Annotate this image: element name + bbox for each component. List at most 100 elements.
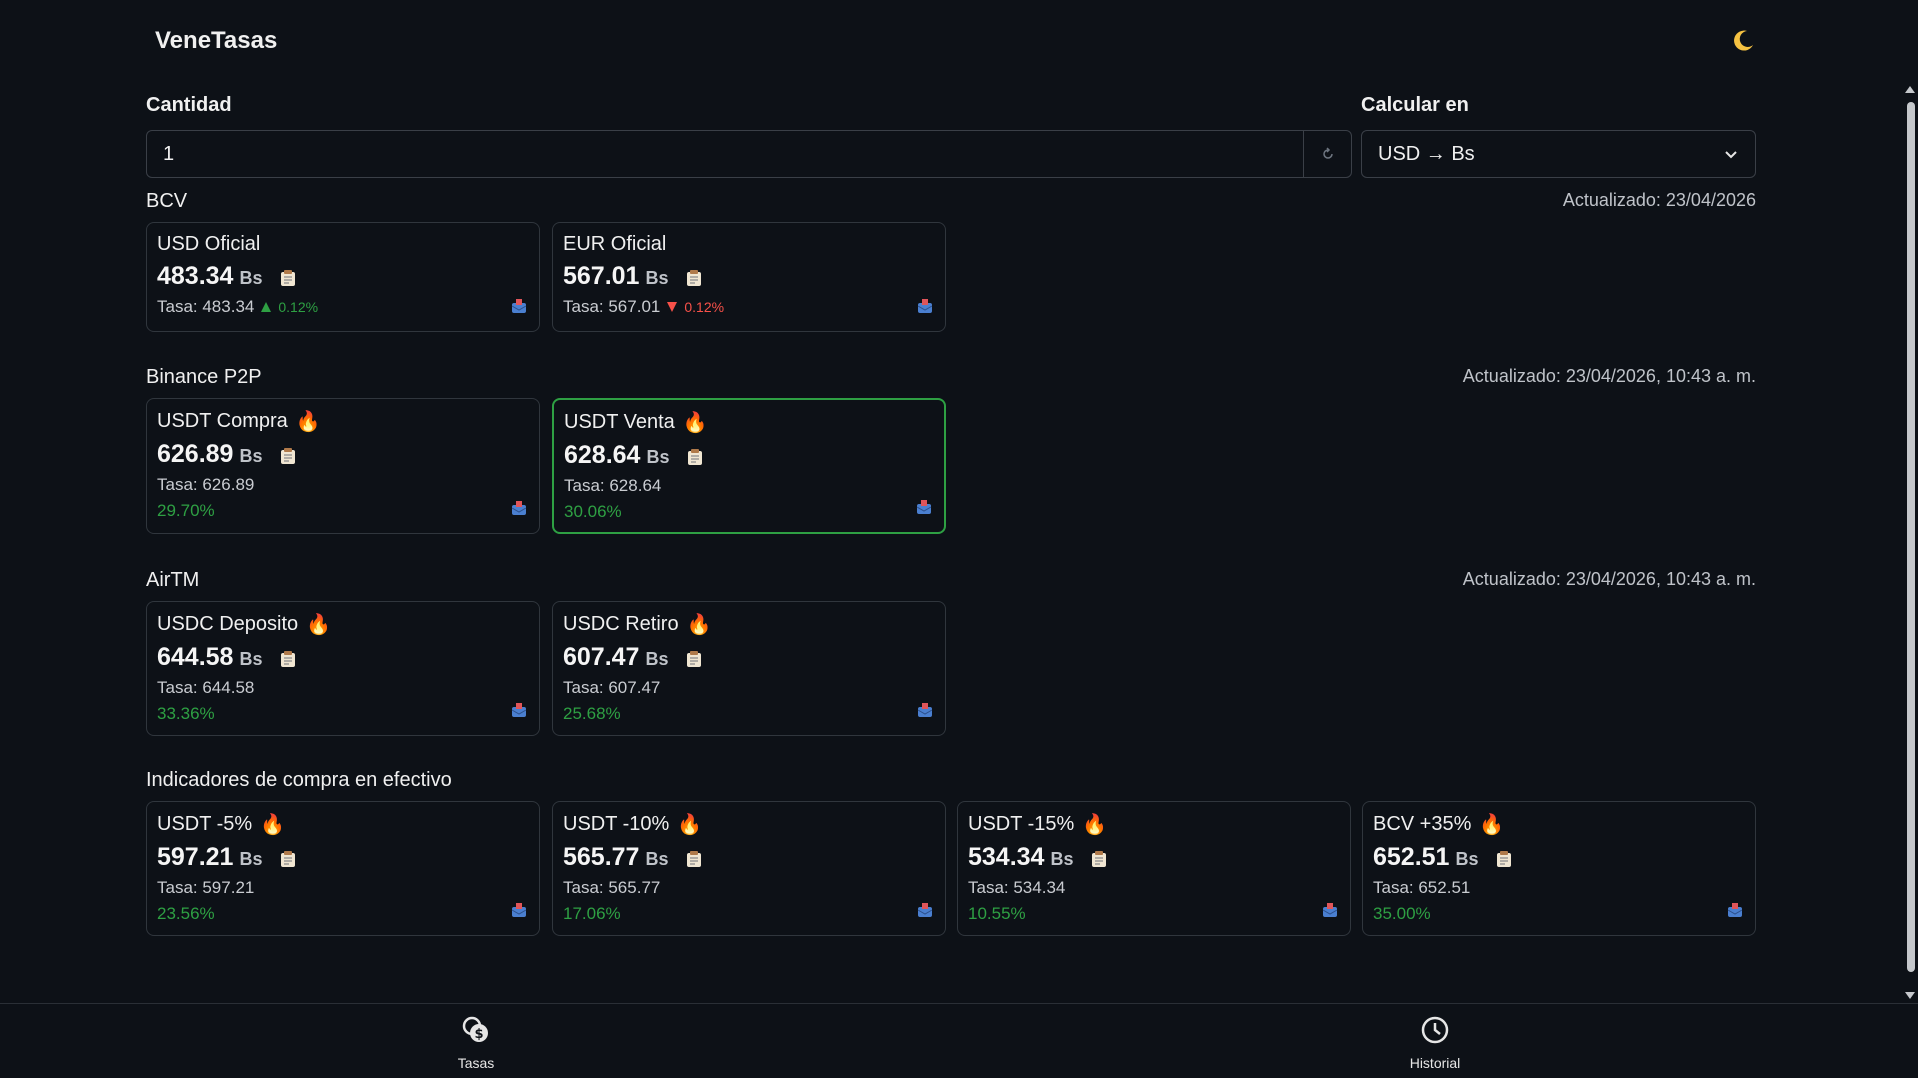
fire-icon: 🔥	[682, 412, 708, 434]
share-icon[interactable]	[511, 902, 527, 923]
clipboard-icon[interactable]	[687, 444, 703, 473]
clipboard-icon[interactable]	[686, 265, 702, 294]
card-unit: Bs	[239, 268, 263, 288]
calc-currency-value: USD → Bs	[1378, 142, 1475, 165]
rate-card-usdt-minus-15[interactable]: USDT -15% 🔥 534.34 Bs Tasa: 534.34 10.55%	[957, 801, 1351, 936]
theme-toggle-button[interactable]	[1728, 26, 1758, 56]
chevron-down-icon	[1725, 151, 1737, 159]
rate-card-usdt-venta[interactable]: USDT Venta 🔥 628.64 Bs Tasa: 628.64 30.06…	[552, 398, 946, 534]
card-value: 607.47	[563, 643, 640, 671]
card-value: 628.64	[564, 441, 641, 469]
card-value: 483.34	[157, 262, 234, 290]
card-title: BCV +35%	[1373, 813, 1472, 835]
clipboard-icon[interactable]	[280, 846, 296, 875]
share-icon[interactable]	[917, 298, 933, 319]
rate-card-usdt-minus-10[interactable]: USDT -10% 🔥 565.77 Bs Tasa: 565.77 17.06%	[552, 801, 946, 936]
clipboard-icon[interactable]	[280, 265, 296, 294]
nav-label: Tasas	[457, 1055, 495, 1071]
scrollbar-thumb[interactable]	[1907, 102, 1915, 972]
share-icon[interactable]	[1727, 902, 1743, 923]
card-percent: 35.00%	[1373, 904, 1431, 923]
section-updated: Actualizado: 23/04/2026	[1562, 190, 1756, 210]
share-icon[interactable]	[1322, 902, 1338, 923]
card-title: USDC Deposito	[157, 613, 299, 635]
nav-label: Historial	[1409, 1055, 1461, 1071]
section-updated: Actualizado: 23/04/2026, 10:43 a. m.	[1462, 366, 1756, 386]
section-title: Indicadores de compra en efectivo	[146, 769, 452, 791]
card-rate: Tasa: 483.34	[157, 297, 255, 316]
rate-card-usdt-compra[interactable]: USDT Compra 🔥 626.89 Bs Tasa: 626.89 29.7…	[146, 398, 540, 534]
rate-card-bcv-plus-35[interactable]: BCV +35% 🔥 652.51 Bs Tasa: 652.51 35.00%	[1362, 801, 1756, 936]
top-bar: VeneTasas	[0, 0, 1918, 84]
card-unit: Bs	[645, 649, 669, 669]
rate-card-usd-oficial[interactable]: USD Oficial 483.34 Bs Tasa: 483.34 0.12%	[146, 222, 540, 332]
scroll-up-arrow[interactable]	[1905, 86, 1915, 93]
card-title: USDT -5%	[157, 813, 253, 835]
clipboard-icon[interactable]	[686, 846, 702, 875]
calc-label: Calcular en	[1361, 94, 1469, 116]
reset-quantity-button[interactable]	[1303, 130, 1352, 178]
card-rate: Tasa: 607.47	[563, 678, 661, 697]
rate-card-usdc-retiro[interactable]: USDC Retiro 🔥 607.47 Bs Tasa: 607.47 25.6…	[552, 601, 946, 736]
card-title: USDT Compra	[157, 410, 288, 432]
card-value: 565.77	[563, 843, 640, 871]
fire-icon: 🔥	[295, 411, 321, 433]
card-rate: Tasa: 565.77	[563, 878, 661, 897]
card-rate: Tasa: 597.21	[157, 878, 255, 897]
nav-historial[interactable]: Historial	[1375, 1014, 1495, 1071]
clipboard-icon[interactable]	[280, 443, 296, 472]
section-title: Binance P2P	[146, 366, 262, 388]
scroll-down-arrow[interactable]	[1905, 992, 1915, 999]
fire-icon: 🔥	[260, 814, 286, 836]
card-change: 0.12%	[278, 299, 319, 315]
share-icon[interactable]	[917, 902, 933, 923]
section-binance-p2p: Binance P2P Actualizado: 23/04/2026, 10:…	[146, 358, 1756, 534]
section-cash-indicators: Indicadores de compra en efectivo USDT -…	[146, 761, 1756, 936]
rate-card-usdt-minus-5[interactable]: USDT -5% 🔥 597.21 Bs Tasa: 597.21 23.56%	[146, 801, 540, 936]
card-title: EUR Oficial	[563, 233, 667, 255]
card-rate: Tasa: 652.51	[1373, 878, 1471, 897]
card-title: USDT -10%	[563, 813, 670, 835]
fire-icon: 🔥	[1479, 814, 1505, 836]
card-unit: Bs	[239, 649, 263, 669]
clipboard-icon[interactable]	[1496, 846, 1512, 875]
card-value: 567.01	[563, 262, 640, 290]
quantity-input[interactable]	[146, 130, 1304, 178]
share-icon[interactable]	[511, 298, 527, 319]
share-icon[interactable]	[511, 500, 527, 521]
card-percent: 23.56%	[157, 904, 215, 923]
share-icon[interactable]	[917, 702, 933, 723]
card-rate: Tasa: 628.64	[564, 476, 662, 495]
refresh-icon	[1322, 147, 1333, 159]
section-updated: Actualizado: 23/04/2026, 10:43 a. m.	[1462, 569, 1756, 589]
card-unit: Bs	[1050, 849, 1074, 869]
card-value: 534.34	[968, 843, 1045, 871]
quantity-label: Cantidad	[146, 94, 232, 116]
card-rate: Tasa: 534.34	[968, 878, 1066, 897]
clipboard-icon[interactable]	[280, 646, 296, 675]
moon-icon	[1734, 30, 1753, 51]
card-value: 626.89	[157, 440, 234, 468]
calc-currency-select[interactable]: USD → Bs	[1361, 130, 1756, 178]
clipboard-icon[interactable]	[1091, 846, 1107, 875]
card-unit: Bs	[645, 849, 669, 869]
nav-tasas[interactable]: $ Tasas	[416, 1014, 536, 1071]
card-percent: 30.06%	[564, 502, 622, 521]
share-icon[interactable]	[511, 702, 527, 723]
rate-card-usdc-deposito[interactable]: USDC Deposito 🔥 644.58 Bs Tasa: 644.58 33…	[146, 601, 540, 736]
section-bcv: BCV Actualizado: 23/04/2026 USD Oficial …	[146, 182, 1756, 332]
card-percent: 29.70%	[157, 501, 215, 520]
arrow-up-icon	[261, 302, 272, 312]
card-percent: 25.68%	[563, 704, 621, 723]
card-value: 644.58	[157, 643, 234, 671]
section-title: BCV	[146, 190, 188, 212]
card-rate: Tasa: 567.01	[563, 297, 661, 316]
card-value: 652.51	[1373, 843, 1450, 871]
card-percent: 33.36%	[157, 704, 215, 723]
clipboard-icon[interactable]	[686, 646, 702, 675]
rate-card-eur-oficial[interactable]: EUR Oficial 567.01 Bs Tasa: 567.01 0.12%	[552, 222, 946, 332]
card-unit: Bs	[645, 268, 669, 288]
share-icon[interactable]	[916, 499, 932, 520]
card-unit: Bs	[646, 447, 670, 467]
card-value: 597.21	[157, 843, 234, 871]
